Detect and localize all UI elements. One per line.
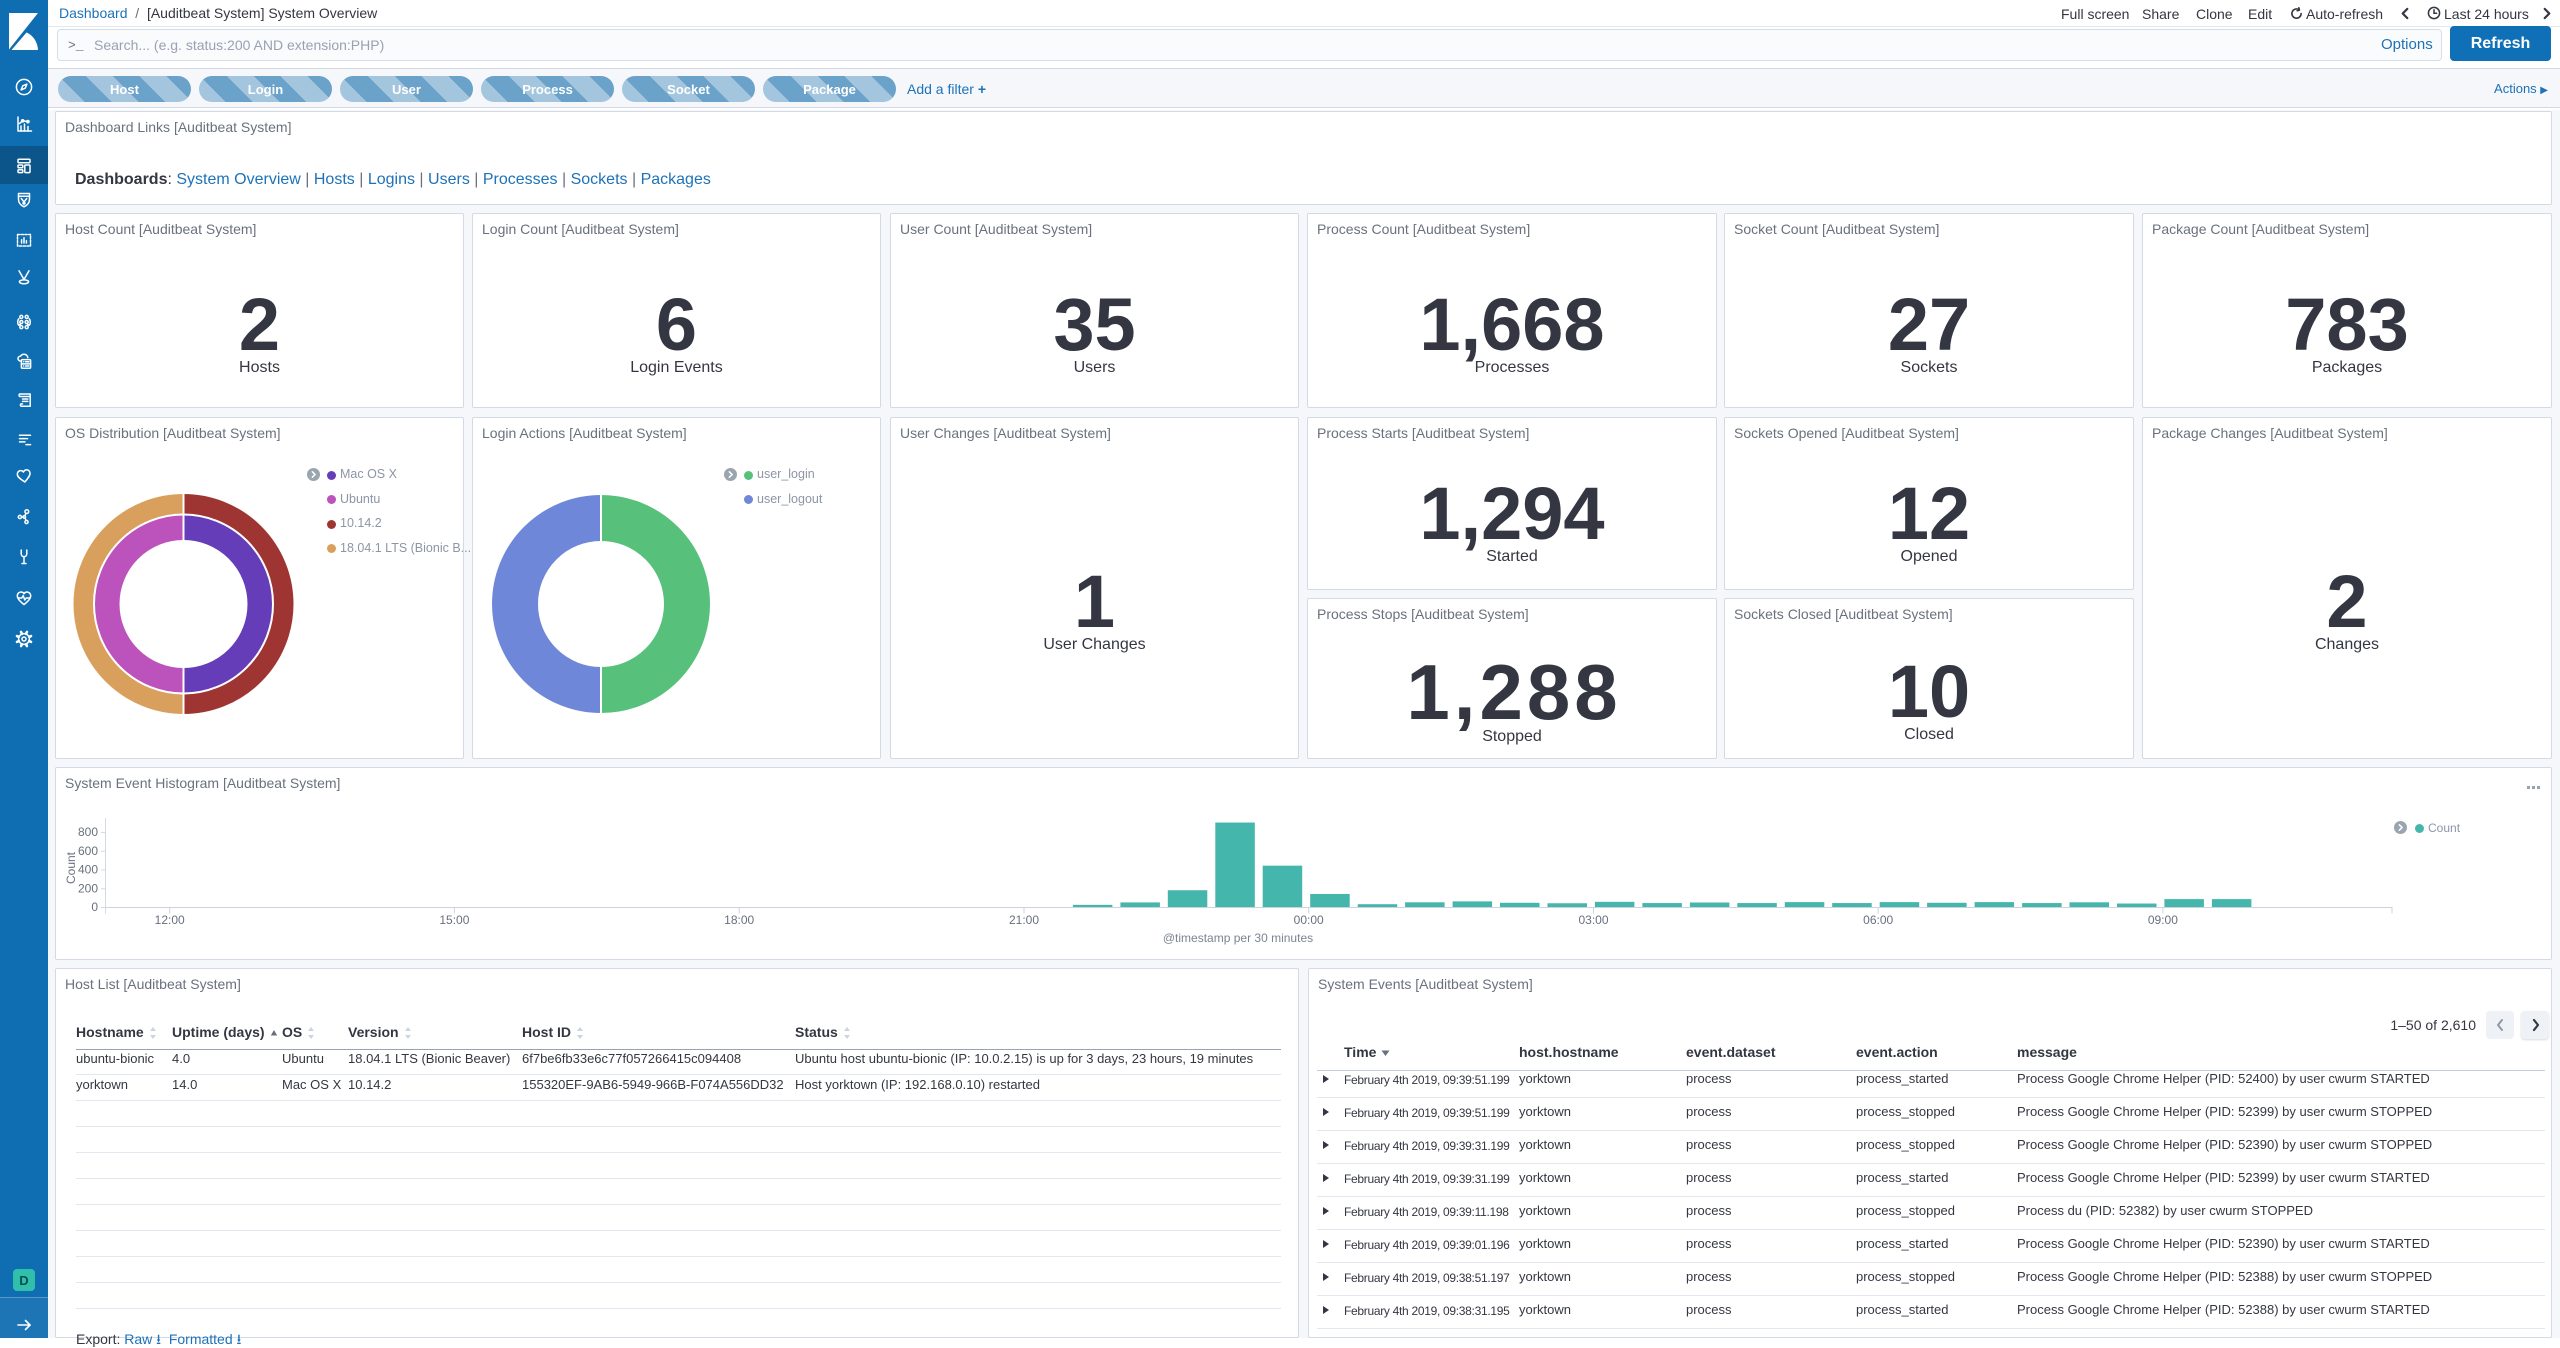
svg-text:Count: Count — [64, 851, 78, 884]
svg-text:21:00: 21:00 — [1009, 913, 1039, 927]
svg-text:00:00: 00:00 — [1294, 913, 1324, 927]
svg-text:400: 400 — [78, 863, 98, 877]
svg-text:09:00: 09:00 — [2148, 913, 2178, 927]
svg-text:03:00: 03:00 — [1578, 913, 1608, 927]
svg-text:12:00: 12:00 — [155, 913, 185, 927]
svg-text:18:00: 18:00 — [724, 913, 754, 927]
svg-text:@timestamp per 30 minutes: @timestamp per 30 minutes — [1163, 931, 1313, 945]
svg-text:06:00: 06:00 — [1863, 913, 1893, 927]
svg-text:800: 800 — [78, 825, 98, 839]
svg-text:200: 200 — [78, 881, 98, 895]
svg-text:0: 0 — [91, 900, 98, 914]
svg-text:15:00: 15:00 — [439, 913, 469, 927]
svg-text:600: 600 — [78, 844, 98, 858]
